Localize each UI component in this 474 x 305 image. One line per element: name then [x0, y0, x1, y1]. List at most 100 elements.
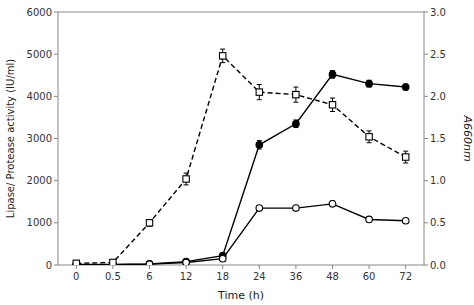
x-tick	[332, 265, 333, 269]
x-tick	[295, 265, 296, 269]
x-tick-label: 18	[216, 271, 229, 282]
error-bar-cap	[257, 149, 262, 150]
y2-tick	[424, 222, 428, 223]
x-tick-label: 60	[363, 271, 376, 282]
point	[220, 53, 226, 59]
y2-tick-label: 2.0	[430, 91, 446, 102]
y2-tick-label: 1.0	[430, 175, 446, 186]
error-bar	[184, 173, 189, 185]
point	[256, 142, 263, 149]
y-tick	[54, 265, 58, 266]
point	[366, 80, 373, 87]
y2-tick-label: 0.5	[430, 217, 446, 228]
error-bar	[293, 87, 298, 102]
point	[256, 89, 262, 95]
x-tick-label: 0	[73, 271, 79, 282]
point	[183, 259, 190, 265]
series-line	[76, 74, 405, 264]
y2-tick	[424, 180, 428, 181]
y2-tick-label: 2.5	[430, 49, 446, 60]
x-tick-label: 36	[290, 271, 303, 282]
error-bar	[367, 131, 372, 143]
y-tick-label: 3000	[27, 133, 52, 144]
x-tick-label: 48	[326, 271, 339, 282]
error-bar-cap	[257, 140, 262, 141]
error-bar	[367, 80, 372, 87]
chart: 01000200030004000500060000.00.51.01.52.0…	[0, 0, 474, 305]
x-tick	[186, 265, 187, 269]
point	[366, 134, 372, 140]
error-bar	[147, 219, 152, 226]
x-tick	[259, 265, 260, 269]
x-tick	[405, 265, 406, 269]
point	[110, 259, 116, 265]
point	[402, 217, 409, 224]
error-bar	[330, 201, 335, 206]
point	[73, 260, 79, 265]
error-bar-cap	[184, 184, 189, 185]
point	[329, 201, 336, 208]
y2-tick-label: 0.0	[430, 260, 446, 271]
series	[73, 71, 409, 265]
error-bar-cap	[257, 99, 262, 100]
point	[293, 91, 299, 97]
series	[73, 49, 409, 265]
y-tick-label: 4000	[27, 91, 52, 102]
y-axis-label: Lipase/ Protease activity (IU/ml)	[5, 59, 16, 218]
x-tick-label: 24	[253, 271, 266, 282]
y2-tick	[424, 12, 428, 13]
error-bar-cap	[330, 98, 335, 99]
y2-tick	[424, 96, 428, 97]
error-bar-cap	[293, 102, 298, 103]
error-bar	[293, 206, 298, 211]
point	[183, 258, 190, 265]
y2-tick	[424, 265, 428, 266]
x-tick-label: 72	[399, 271, 412, 282]
error-bar-cap	[257, 84, 262, 85]
point	[146, 220, 152, 226]
x-tick	[76, 265, 77, 269]
error-bar	[403, 84, 408, 90]
plot-area	[73, 49, 409, 265]
point	[256, 205, 263, 212]
error-bar	[330, 71, 335, 79]
error-bar-cap	[220, 49, 225, 50]
error-bar	[220, 49, 225, 62]
point	[366, 216, 373, 223]
x-tick-label: 6	[146, 271, 152, 282]
y-tick-label: 0	[46, 260, 52, 271]
y2-tick-label: 3.0	[430, 7, 446, 18]
series	[73, 201, 409, 265]
x-tick-label: 12	[180, 271, 193, 282]
point	[403, 154, 409, 160]
error-bar	[293, 120, 298, 128]
error-bar-cap	[403, 162, 408, 163]
point	[329, 71, 336, 78]
error-bar	[403, 151, 408, 163]
y2-tick	[424, 54, 428, 55]
y-tick	[54, 138, 58, 139]
x-tick	[222, 265, 223, 269]
series-line	[76, 204, 405, 265]
error-bar-cap	[403, 151, 408, 152]
x-tick	[369, 265, 370, 269]
y2-axis-label: A660nm	[461, 114, 474, 161]
y-tick-label: 5000	[27, 49, 52, 60]
point	[183, 176, 189, 182]
error-bar-cap	[220, 62, 225, 63]
y-tick	[54, 54, 58, 55]
y2-tick	[424, 138, 428, 139]
error-bar-cap	[367, 130, 372, 131]
y-tick-label: 1000	[27, 217, 52, 228]
y-tick	[54, 12, 58, 13]
y-tick	[54, 180, 58, 181]
y2-tick-label: 1.5	[430, 133, 446, 144]
error-bar	[330, 98, 335, 111]
x-tick-label: 0.5	[105, 271, 121, 282]
error-bar-cap	[293, 87, 298, 88]
y-tick	[54, 96, 58, 97]
error-bar	[257, 85, 262, 100]
x-tick	[149, 265, 150, 269]
point	[293, 120, 300, 127]
error-bar-cap	[330, 111, 335, 112]
